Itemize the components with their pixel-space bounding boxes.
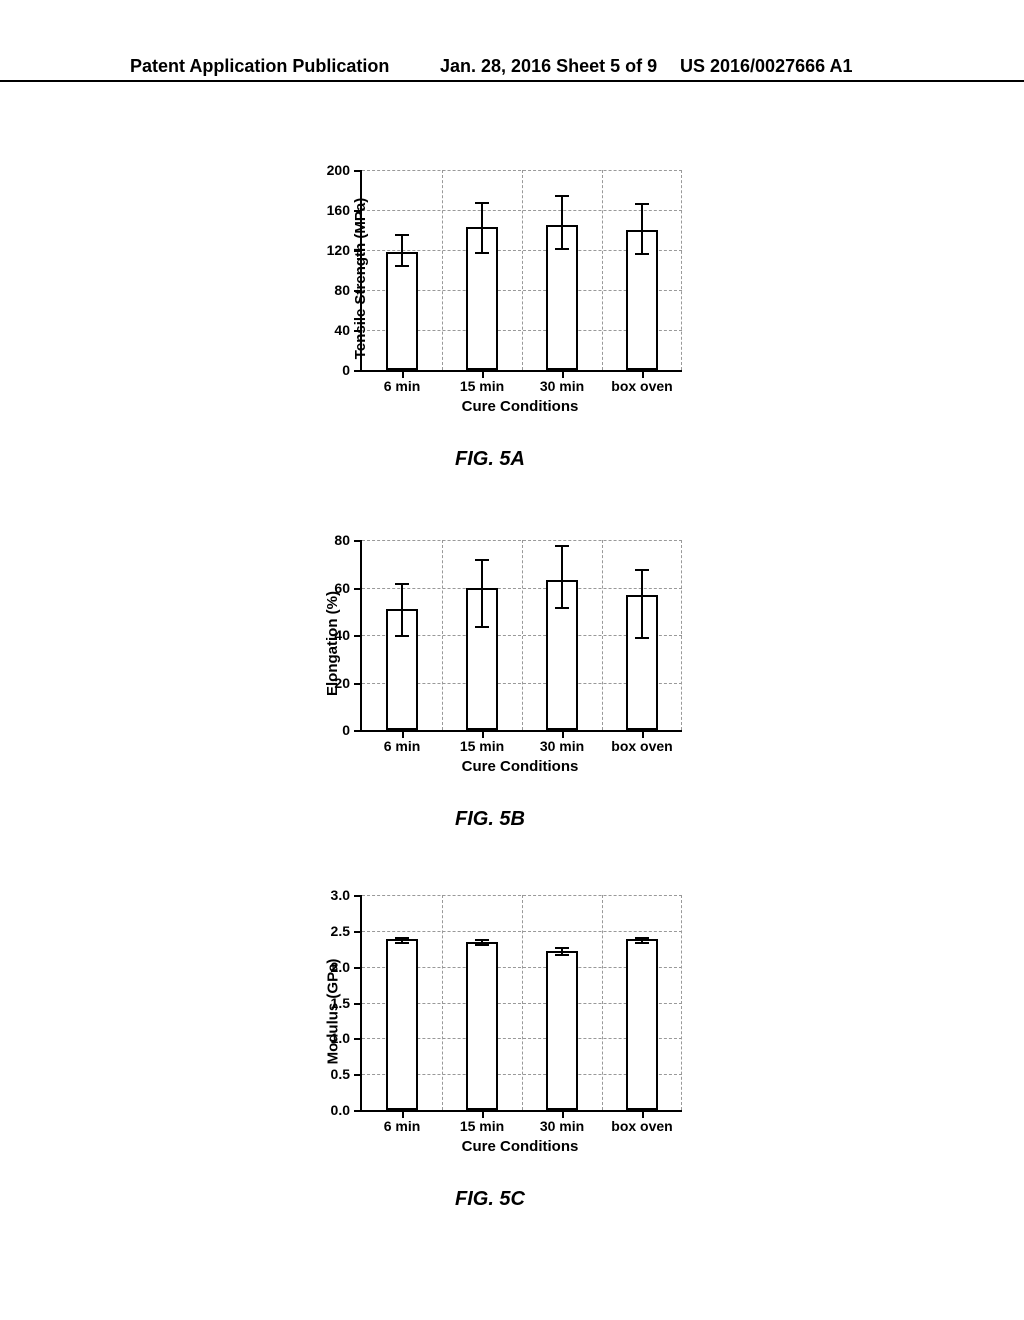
errorbar-cap: [635, 937, 649, 939]
errorbar-cap: [395, 234, 409, 236]
gridline-v: [602, 170, 603, 370]
errorbar-cap: [555, 545, 569, 547]
errorbar-cap: [395, 937, 409, 939]
x-axis-label: Cure Conditions: [462, 1138, 579, 1155]
figure-C: 0.00.51.01.52.02.53.06 min15 min30 minbo…: [270, 895, 710, 1211]
errorbar-cap: [555, 195, 569, 197]
bar: [626, 939, 658, 1110]
figure-caption: FIG. 5C: [270, 1188, 710, 1211]
bar: [546, 951, 578, 1110]
gridline-v: [602, 895, 603, 1110]
plot-area: 0.00.51.01.52.02.53.06 min15 min30 minbo…: [360, 895, 682, 1112]
errorbar-cap: [635, 942, 649, 944]
errorbar-cap: [635, 253, 649, 255]
ytick-label: 80: [334, 532, 362, 548]
header-patent-number: US 2016/0027666 A1: [680, 56, 852, 77]
errorbar-stem: [481, 202, 483, 252]
errorbar-cap: [475, 626, 489, 628]
gridline-v: [522, 170, 523, 370]
errorbar-cap: [475, 252, 489, 254]
errorbar-stem: [641, 203, 643, 253]
gridline-v: [442, 895, 443, 1110]
errorbar-cap: [475, 939, 489, 941]
errorbar-cap: [395, 635, 409, 637]
errorbar-stem: [481, 559, 483, 626]
x-axis-label: Cure Conditions: [462, 758, 579, 775]
chart-A: 040801201602006 min15 min30 minbox ovenT…: [270, 170, 710, 440]
xtick-label: 30 min: [540, 1110, 584, 1134]
chart-C: 0.00.51.01.52.02.53.06 min15 min30 minbo…: [270, 895, 710, 1180]
xtick-label: 6 min: [384, 1110, 421, 1134]
header-date-sheet: Jan. 28, 2016 Sheet 5 of 9: [440, 56, 657, 77]
gridline-v: [442, 170, 443, 370]
x-axis-label: Cure Conditions: [462, 398, 579, 415]
xtick-label: 6 min: [384, 370, 421, 394]
header-publication: Patent Application Publication: [130, 56, 389, 77]
plot-area: 040801201602006 min15 min30 minbox oven: [360, 170, 682, 372]
errorbar-cap: [475, 202, 489, 204]
figure-A: 040801201602006 min15 min30 minbox ovenT…: [270, 170, 710, 471]
errorbar-stem: [401, 234, 403, 265]
errorbar-cap: [395, 942, 409, 944]
errorbar-cap: [395, 583, 409, 585]
ytick-label: 2.5: [331, 923, 362, 939]
bar: [386, 939, 418, 1110]
errorbar-cap: [395, 265, 409, 267]
errorbar-cap: [555, 954, 569, 956]
xtick-label: box oven: [611, 730, 672, 754]
errorbar-cap: [475, 559, 489, 561]
gridline-v: [522, 540, 523, 730]
ytick-label: 3.0: [331, 887, 362, 903]
figure-caption: FIG. 5B: [270, 808, 710, 831]
ytick-label: 0.5: [331, 1066, 362, 1082]
gridline-v: [681, 170, 682, 370]
xtick-label: 30 min: [540, 370, 584, 394]
errorbar-cap: [635, 637, 649, 639]
page-header: Patent Application Publication Jan. 28, …: [0, 80, 1024, 112]
figure-caption: FIG. 5A: [270, 448, 710, 471]
gridline-v: [681, 540, 682, 730]
xtick-label: 15 min: [460, 370, 504, 394]
xtick-label: box oven: [611, 370, 672, 394]
ytick-label: 0: [342, 722, 362, 738]
errorbar-cap: [635, 569, 649, 571]
y-axis-label: Modulus (GPa): [324, 958, 341, 1064]
errorbar-cap: [555, 947, 569, 949]
gridline-v: [681, 895, 682, 1110]
y-axis-label: Elongation (%): [324, 591, 341, 696]
ytick-label: 200: [327, 162, 362, 178]
figure-B: 0204060806 min15 min30 minbox oven Elonga…: [270, 540, 710, 831]
gridline-v: [442, 540, 443, 730]
xtick-label: 30 min: [540, 730, 584, 754]
errorbar-stem: [561, 545, 563, 607]
errorbar-stem: [401, 583, 403, 635]
chart-B: 0204060806 min15 min30 minbox oven Elonga…: [270, 540, 710, 800]
errorbar-cap: [555, 607, 569, 609]
gridline-v: [602, 540, 603, 730]
y-axis-label: Tensile Strength (MPa): [352, 198, 369, 359]
errorbar-stem: [641, 569, 643, 638]
xtick-label: 6 min: [384, 730, 421, 754]
errorbar-cap: [635, 203, 649, 205]
ytick-label: 0.0: [331, 1102, 362, 1118]
ytick-label: 0: [342, 362, 362, 378]
bar: [466, 942, 498, 1110]
plot-area: 0204060806 min15 min30 minbox oven: [360, 540, 682, 732]
xtick-label: 15 min: [460, 730, 504, 754]
errorbar-cap: [475, 944, 489, 946]
errorbar-cap: [555, 248, 569, 250]
xtick-label: box oven: [611, 1110, 672, 1134]
gridline-v: [522, 895, 523, 1110]
xtick-label: 15 min: [460, 1110, 504, 1134]
errorbar-stem: [561, 195, 563, 248]
bar: [386, 252, 418, 370]
